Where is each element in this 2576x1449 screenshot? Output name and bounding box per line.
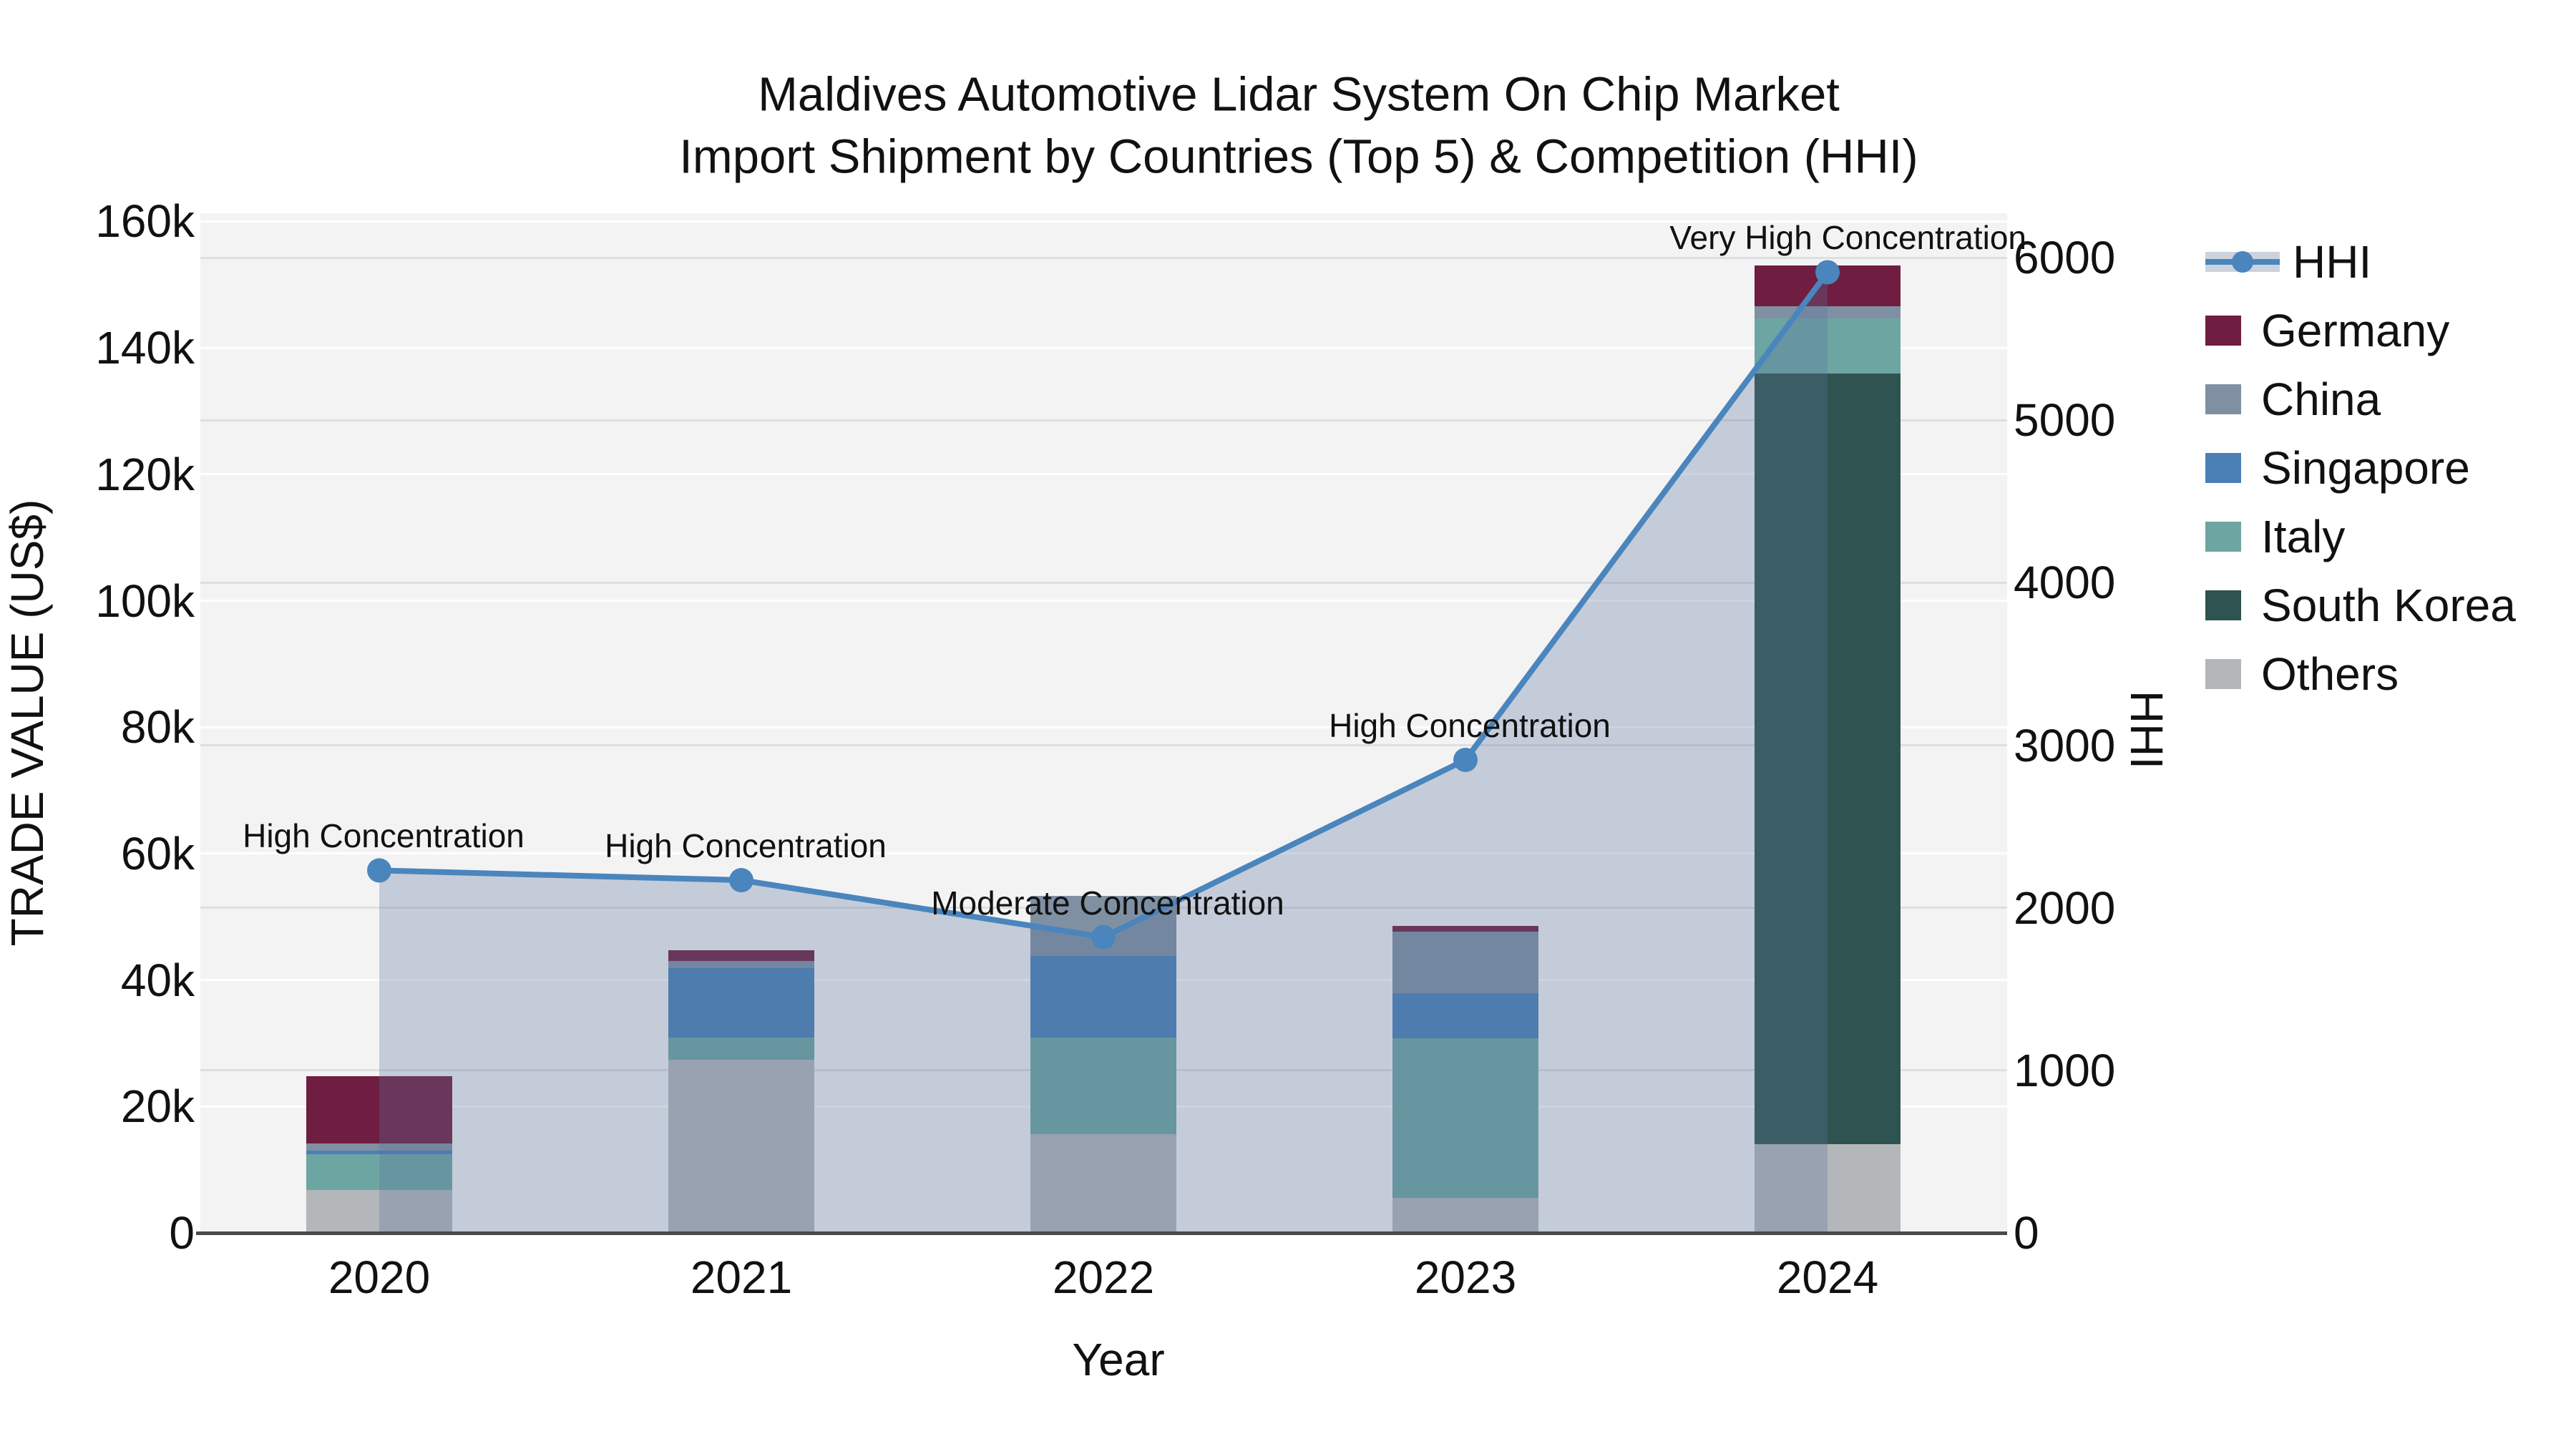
legend-item-others[interactable]: Others <box>2205 640 2399 708</box>
x-tick-2020: 2020 <box>328 1252 431 1303</box>
bar-segment-italy-2020[interactable] <box>306 1154 452 1190</box>
gridline-hhi <box>200 256 2007 259</box>
hhi-marker-2024[interactable] <box>1815 260 1840 285</box>
annotation-2023: High Concentration <box>1329 706 1611 744</box>
y-left-tick-60k: 60k <box>120 827 195 879</box>
gridline-trade-value <box>200 220 2007 223</box>
y-left-tick-160k: 160k <box>95 195 195 248</box>
legend-item-china[interactable]: China <box>2205 365 2381 434</box>
y-axis-title-left: TRADE VALUE (US$) <box>1 499 53 947</box>
x-tick-2024: 2024 <box>1776 1252 1879 1303</box>
y-right-tick-0: 0 <box>2014 1207 2039 1259</box>
y-right-tick-2000: 2000 <box>2014 882 2116 934</box>
gridline-hhi <box>200 419 2007 421</box>
bar-segment-others-2024[interactable] <box>1755 1144 1901 1233</box>
legend-swatch-singapore <box>2205 453 2241 483</box>
bar-segment-germany-2023[interactable] <box>1392 925 1538 932</box>
gridline-hhi <box>200 744 2007 746</box>
bar-segment-china-2020[interactable] <box>306 1143 452 1151</box>
bar-segment-italy-2021[interactable] <box>668 1037 814 1060</box>
bar-segment-others-2021[interactable] <box>668 1059 814 1233</box>
y-right-tick-5000: 5000 <box>2014 394 2116 447</box>
y-right-tick-4000: 4000 <box>2014 557 2116 609</box>
y-left-tick-140k: 140k <box>95 322 195 374</box>
bar-segment-italy-2023[interactable] <box>1392 1038 1538 1199</box>
y-left-tick-100k: 100k <box>95 575 195 627</box>
y-right-tick-6000: 6000 <box>2014 232 2116 283</box>
bar-segment-south-korea-2024[interactable] <box>1755 374 1901 1145</box>
legend-item-germany[interactable]: Germany <box>2205 296 2449 365</box>
y-right-tick-3000: 3000 <box>2014 719 2116 771</box>
legend-swatch-south-korea <box>2205 590 2241 620</box>
annotation-2024: Very High Concentration <box>1669 219 2026 257</box>
chart-title-line2: Import Shipment by Countries (Top 5) & C… <box>679 130 1918 184</box>
hhi-marker-2020[interactable] <box>367 858 391 883</box>
bar-segment-china-2024[interactable] <box>1755 306 1901 318</box>
legend-item-south-korea[interactable]: South Korea <box>2205 571 2516 640</box>
legend-swatch-germany <box>2205 316 2241 346</box>
legend-label: HHI <box>2293 236 2372 288</box>
bar-segment-singapore-2020[interactable] <box>306 1151 452 1155</box>
legend-item-singapore[interactable]: Singapore <box>2205 434 2470 502</box>
x-tick-2022: 2022 <box>1052 1252 1155 1303</box>
x-tick-2023: 2023 <box>1414 1252 1517 1303</box>
hhi-marker-2021[interactable] <box>729 868 753 893</box>
bar-segment-singapore-2023[interactable] <box>1392 993 1538 1038</box>
bar-segment-others-2023[interactable] <box>1392 1198 1538 1233</box>
x-axis-title: Year <box>1072 1334 1165 1385</box>
legend-swatch-others <box>2205 659 2241 689</box>
y-left-tick-120k: 120k <box>95 448 195 500</box>
legend-item-hhi[interactable]: HHI <box>2205 228 2371 296</box>
gridline-trade-value <box>200 346 2007 349</box>
gridline-trade-value <box>200 600 2007 602</box>
hhi-marker-2023[interactable] <box>1453 747 1478 772</box>
bar-segment-germany-2020[interactable] <box>306 1075 452 1144</box>
gridline-trade-value <box>200 726 2007 728</box>
bar-segment-china-2023[interactable] <box>1392 932 1538 994</box>
legend-swatch-china <box>2205 384 2241 414</box>
legend-label: Italy <box>2261 511 2346 562</box>
gridline-trade-value <box>200 473 2007 476</box>
legend-item-italy[interactable]: Italy <box>2205 502 2345 571</box>
bar-segment-germany-2021[interactable] <box>668 950 814 962</box>
legend-label: South Korea <box>2261 580 2516 631</box>
annotation-2022: Moderate Concentration <box>931 884 1284 922</box>
hhi-area-fill <box>379 272 1828 1233</box>
legend-label: China <box>2261 374 2381 425</box>
bar-segment-others-2022[interactable] <box>1030 1134 1176 1233</box>
y-left-tick-20k: 20k <box>120 1080 195 1133</box>
y-right-tick-1000: 1000 <box>2014 1044 2116 1096</box>
annotation-2020: High Concentration <box>243 817 525 855</box>
y-left-tick-40k: 40k <box>120 954 195 1006</box>
annotation-2021: High Concentration <box>605 827 887 865</box>
legend-label: Others <box>2261 648 2399 700</box>
x-axis-line <box>196 1231 2007 1235</box>
legend-label: Singapore <box>2261 442 2470 494</box>
legend-label: Germany <box>2261 305 2450 356</box>
gridline-trade-value <box>200 852 2007 855</box>
bar-segment-singapore-2021[interactable] <box>668 967 814 1038</box>
bar-segment-others-2020[interactable] <box>306 1189 452 1233</box>
chart-title-line1: Maldives Automotive Lidar System On Chip… <box>758 67 1840 122</box>
y-axis-title-right: HHI <box>2121 690 2172 770</box>
bar-segment-china-2021[interactable] <box>668 961 814 968</box>
bar-segment-italy-2022[interactable] <box>1030 1037 1176 1135</box>
hhi-line-sample-icon <box>2205 249 2280 275</box>
gridline-hhi <box>200 581 2007 584</box>
legend-swatch-italy <box>2205 522 2241 552</box>
bar-segment-italy-2024[interactable] <box>1755 318 1901 374</box>
hhi-marker-2022[interactable] <box>1091 924 1116 950</box>
x-tick-2021: 2021 <box>690 1252 793 1303</box>
y-left-tick-80k: 80k <box>120 701 195 753</box>
bar-segment-singapore-2022[interactable] <box>1030 956 1176 1038</box>
y-left-tick-0: 0 <box>169 1207 195 1259</box>
